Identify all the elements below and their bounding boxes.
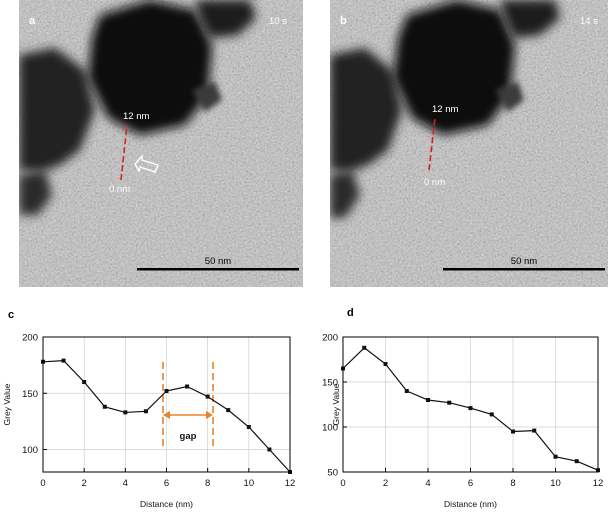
chart-c-ticks: 0 2 4 6 8 10 12 100 150 200 xyxy=(22,333,295,490)
data-point xyxy=(61,358,66,363)
micrograph-a-profile-line xyxy=(120,124,128,181)
data-point xyxy=(82,380,87,384)
data-point xyxy=(447,400,452,405)
x-tick-label: 10 xyxy=(244,478,255,489)
y-tick-label: 100 xyxy=(22,445,38,456)
data-point xyxy=(267,447,272,452)
micrograph-b xyxy=(330,0,608,287)
micrograph-a-time: 10 s xyxy=(269,16,287,27)
data-point xyxy=(164,389,169,393)
micrograph-b-end-label: 12 nm xyxy=(432,104,458,115)
micrograph-b-start-label: 0 nm xyxy=(424,177,445,188)
micrograph-a-start-label: 0 nm xyxy=(109,184,130,195)
y-tick-label: 150 xyxy=(322,378,338,389)
x-tick-label: 6 xyxy=(468,478,473,489)
data-point xyxy=(489,412,494,417)
chart-d-xlabel: Distance (nm) xyxy=(444,499,497,509)
x-tick-label: 2 xyxy=(383,478,388,489)
chart-d: 0 2 4 6 8 10 12 50 100 150 200 Distance (nm) Grey … xyxy=(322,333,603,510)
x-tick-label: 6 xyxy=(164,478,169,489)
y-tick-label: 200 xyxy=(322,333,338,344)
micrograph-b-time: 14 s xyxy=(580,16,598,27)
chart-c-xlabel: Distance (nm) xyxy=(140,499,193,509)
micrograph-a-end-label: 12 nm xyxy=(123,111,149,122)
data-point xyxy=(102,404,107,409)
y-tick-label: 50 xyxy=(327,468,338,479)
panel-label-a: a xyxy=(29,15,36,27)
chart-c: gap 0 2 4 6 8 10 12 100 150 200 Distance (nm) Gre… xyxy=(2,333,295,510)
x-tick-label: 0 xyxy=(340,478,345,489)
chart-d-grid xyxy=(342,336,599,473)
chart-d-ylabel: Grey Value xyxy=(331,383,341,425)
chart-c-ylabel: Grey Value xyxy=(2,383,12,425)
x-tick-label: 12 xyxy=(593,478,604,489)
micrograph-a-particles xyxy=(19,0,256,215)
gap-arrowhead-left xyxy=(163,411,170,419)
x-tick-label: 2 xyxy=(82,478,87,489)
y-tick-label: 100 xyxy=(322,423,338,434)
data-point xyxy=(468,406,473,411)
data-point xyxy=(404,389,409,393)
micrograph-a-scale-bar xyxy=(137,268,299,271)
y-tick-label: 200 xyxy=(22,333,38,344)
data-point xyxy=(185,384,190,389)
x-tick-label: 10 xyxy=(550,478,561,489)
micrograph-b-scale-label: 50 nm xyxy=(511,256,537,267)
x-tick-label: 4 xyxy=(123,478,128,489)
x-tick-label: 4 xyxy=(425,478,430,489)
micrograph-a xyxy=(19,0,303,287)
chart-c-gap-annotation: gap xyxy=(162,362,214,450)
data-point xyxy=(143,409,148,414)
x-tick-label: 0 xyxy=(40,478,45,489)
data-point xyxy=(246,425,251,429)
gap-arrowhead-right xyxy=(206,411,213,419)
chart-d-ticks: 0 2 4 6 8 10 12 50 100 150 200 xyxy=(322,333,603,490)
data-point xyxy=(426,398,430,402)
data-point xyxy=(362,345,367,350)
x-tick-label: 8 xyxy=(510,478,515,489)
chart-c-grid xyxy=(42,336,291,472)
y-tick-label: 150 xyxy=(22,389,38,400)
micrograph-b-particles xyxy=(330,0,560,218)
data-point xyxy=(226,408,231,413)
micrograph-b-scale-bar xyxy=(443,268,605,271)
data-point xyxy=(205,394,210,399)
data-point xyxy=(123,410,128,415)
data-point xyxy=(574,459,579,464)
x-tick-label: 8 xyxy=(205,478,210,489)
data-point xyxy=(511,429,515,434)
data-point xyxy=(532,428,537,433)
micrograph-a-arrow xyxy=(134,154,159,173)
panel-label-d: d xyxy=(347,307,354,319)
gap-label: gap xyxy=(180,431,197,442)
data-point xyxy=(553,454,558,459)
panel-label-c: c xyxy=(8,309,14,321)
data-point xyxy=(383,362,388,366)
micrograph-a-scale-label: 50 nm xyxy=(205,256,231,267)
panel-label-b: b xyxy=(340,15,347,27)
x-tick-label: 12 xyxy=(285,478,296,489)
